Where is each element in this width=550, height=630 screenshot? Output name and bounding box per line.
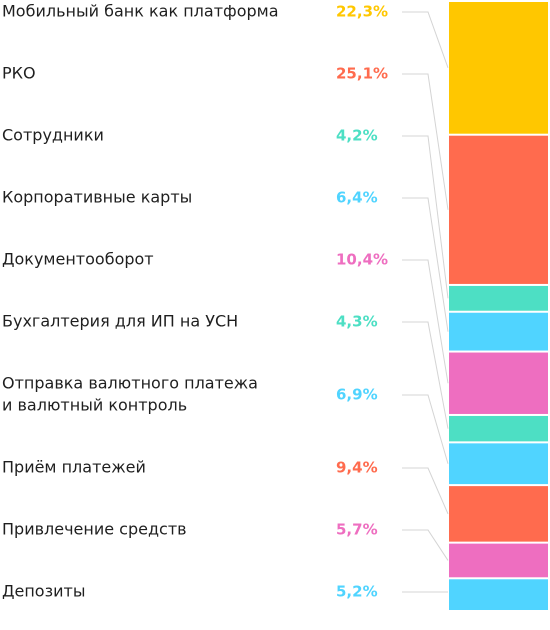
value-label: 4,3%	[336, 313, 378, 331]
bar-segment	[449, 312, 548, 351]
category-label: и валютный контроль	[2, 396, 187, 415]
bar-segment	[449, 135, 548, 284]
value-label: 6,9%	[336, 386, 378, 404]
bar-segment	[449, 579, 548, 610]
category-label: Отправка валютного платежа	[2, 374, 258, 393]
bar-segment	[449, 285, 548, 311]
leader-line	[402, 529, 449, 561]
category-label: Приём платежей	[2, 458, 146, 477]
bar-segment	[449, 543, 548, 578]
leader-line	[402, 394, 449, 464]
leader-line	[402, 259, 449, 384]
leader-lines	[402, 11, 449, 593]
category-label: Документооборот	[2, 250, 154, 269]
category-label: Депозиты	[2, 582, 85, 601]
stacked-bar	[449, 2, 548, 610]
leader-line	[402, 467, 449, 515]
value-label: 4,2%	[336, 127, 378, 145]
leader-line	[402, 197, 449, 332]
bar-segment	[449, 486, 548, 542]
value-label: 10,4%	[336, 251, 388, 269]
category-labels: Мобильный банк как платформа РКО Сотрудник…	[2, 2, 279, 601]
value-label: 22,3%	[336, 3, 388, 21]
leader-line	[402, 73, 449, 210]
leader-line	[402, 321, 449, 429]
value-labels: 22,3% 25,1% 4,2% 6,4% 10,4% 4,3% 6,9% 9,4% 5,7% 5…	[336, 3, 388, 601]
value-label: 5,7%	[336, 521, 378, 539]
value-label: 25,1%	[336, 65, 388, 83]
value-label: 9,4%	[336, 459, 378, 477]
category-label: Сотрудники	[2, 126, 104, 145]
category-label: Привлечение средств	[2, 520, 187, 539]
bar-segment	[449, 352, 548, 414]
value-label: 5,2%	[336, 583, 378, 601]
category-label: Мобильный банк как платформа	[2, 2, 279, 21]
value-label: 6,4%	[336, 189, 378, 207]
category-label: РКО	[2, 64, 36, 83]
bar-segment	[449, 2, 548, 134]
leader-line	[402, 11, 449, 69]
category-label: Бухгалтерия для ИП на УСН	[2, 312, 238, 331]
category-label: Корпоративные карты	[2, 188, 192, 207]
bar-segment	[449, 443, 548, 485]
bar-segment	[449, 415, 548, 442]
leader-line	[402, 135, 449, 299]
